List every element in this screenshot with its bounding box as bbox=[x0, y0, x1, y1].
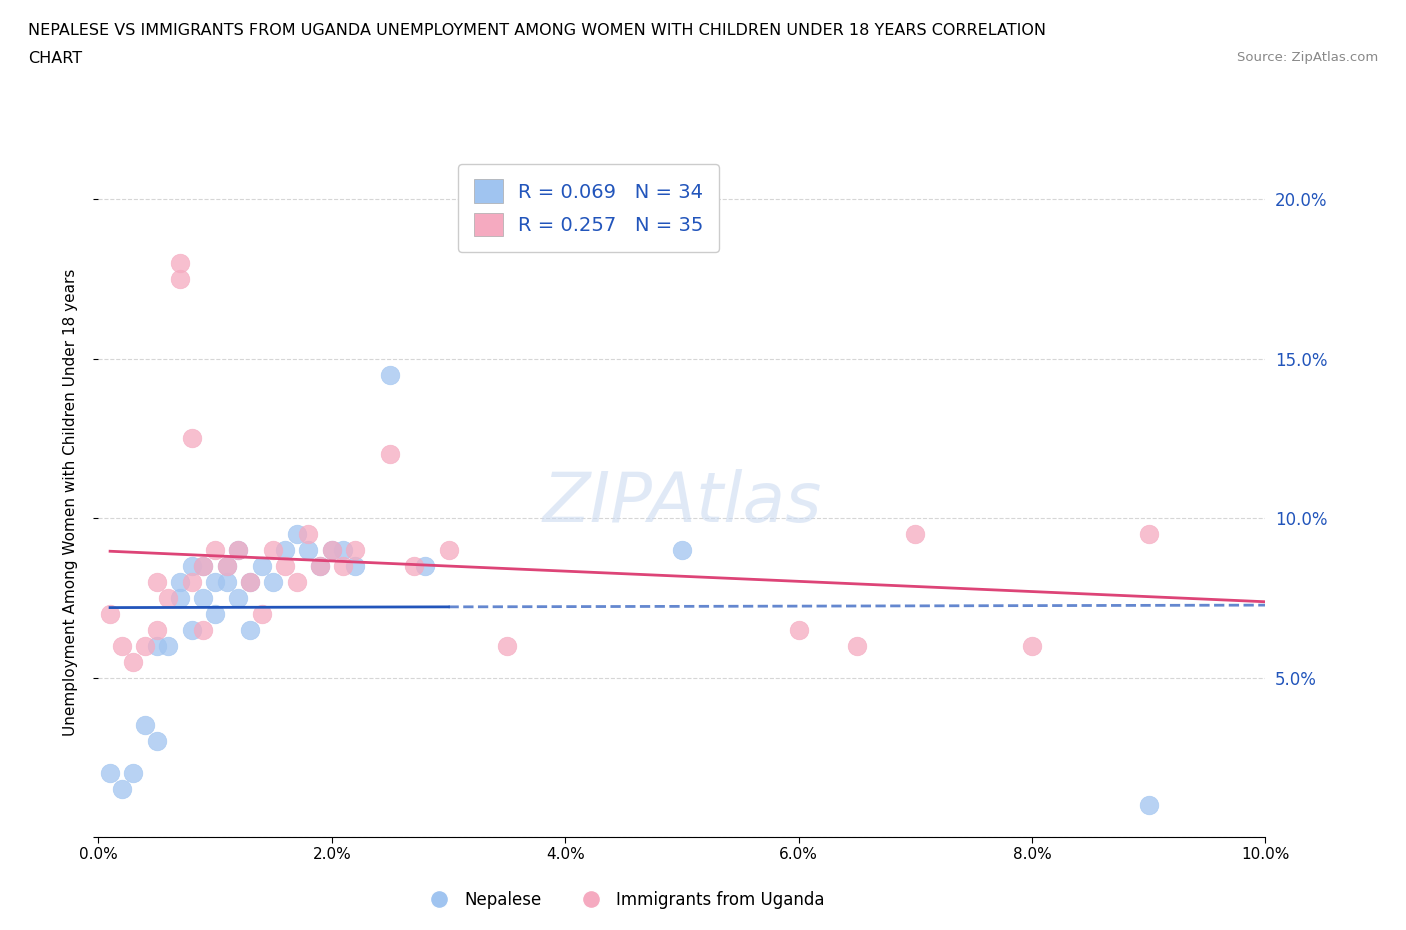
Point bbox=[122, 654, 145, 669]
Point bbox=[146, 575, 169, 590]
Point bbox=[169, 591, 191, 605]
Point bbox=[1021, 638, 1043, 653]
Point bbox=[122, 765, 145, 780]
Point bbox=[228, 542, 250, 557]
Text: CHART: CHART bbox=[28, 51, 82, 66]
Text: ZIPAtlas: ZIPAtlas bbox=[543, 469, 821, 536]
Point bbox=[239, 575, 262, 590]
Point bbox=[204, 606, 226, 621]
Point bbox=[309, 559, 332, 574]
Point bbox=[344, 542, 367, 557]
Point bbox=[250, 606, 273, 621]
Point bbox=[180, 431, 202, 445]
Point bbox=[285, 526, 308, 541]
Point bbox=[193, 591, 215, 605]
Point bbox=[1137, 798, 1160, 813]
Point bbox=[413, 559, 436, 574]
Text: Source: ZipAtlas.com: Source: ZipAtlas.com bbox=[1237, 51, 1378, 64]
Point bbox=[180, 575, 202, 590]
Point bbox=[215, 559, 238, 574]
Point bbox=[297, 542, 319, 557]
Point bbox=[239, 622, 262, 637]
Point bbox=[228, 542, 250, 557]
Point bbox=[437, 542, 460, 557]
Point bbox=[321, 542, 343, 557]
Point bbox=[193, 622, 215, 637]
Point bbox=[134, 638, 156, 653]
Point bbox=[274, 559, 297, 574]
Point bbox=[215, 575, 238, 590]
Point bbox=[402, 559, 425, 574]
Point bbox=[111, 782, 134, 797]
Point bbox=[111, 638, 134, 653]
Text: NEPALESE VS IMMIGRANTS FROM UGANDA UNEMPLOYMENT AMONG WOMEN WITH CHILDREN UNDER : NEPALESE VS IMMIGRANTS FROM UGANDA UNEMP… bbox=[28, 23, 1046, 38]
Point bbox=[332, 542, 354, 557]
Point bbox=[169, 575, 191, 590]
Point bbox=[193, 559, 215, 574]
Legend: Nepalese, Immigrants from Uganda: Nepalese, Immigrants from Uganda bbox=[416, 884, 831, 916]
Point bbox=[262, 542, 284, 557]
Point bbox=[146, 734, 169, 749]
Point bbox=[344, 559, 367, 574]
Point bbox=[309, 559, 332, 574]
Point bbox=[250, 559, 273, 574]
Point bbox=[495, 638, 517, 653]
Point bbox=[193, 559, 215, 574]
Y-axis label: Unemployment Among Women with Children Under 18 years: Unemployment Among Women with Children U… bbox=[63, 269, 77, 736]
Point bbox=[274, 542, 297, 557]
Point bbox=[98, 606, 121, 621]
Point bbox=[180, 559, 202, 574]
Point bbox=[228, 591, 250, 605]
Point bbox=[297, 526, 319, 541]
Point bbox=[98, 765, 121, 780]
Point bbox=[378, 447, 402, 462]
Point bbox=[204, 575, 226, 590]
Point bbox=[157, 591, 180, 605]
Point bbox=[671, 542, 693, 557]
Point bbox=[215, 559, 238, 574]
Point bbox=[146, 638, 169, 653]
Point bbox=[169, 256, 191, 271]
Point bbox=[787, 622, 810, 637]
Point bbox=[262, 575, 284, 590]
Point bbox=[845, 638, 868, 653]
Point bbox=[134, 718, 156, 733]
Point bbox=[157, 638, 180, 653]
Point bbox=[378, 367, 402, 382]
Point bbox=[146, 622, 169, 637]
Point bbox=[169, 272, 191, 286]
Point bbox=[904, 526, 927, 541]
Point bbox=[332, 559, 354, 574]
Point bbox=[180, 622, 202, 637]
Point bbox=[239, 575, 262, 590]
Point bbox=[204, 542, 226, 557]
Point bbox=[321, 542, 343, 557]
Point bbox=[285, 575, 308, 590]
Point bbox=[1137, 526, 1160, 541]
